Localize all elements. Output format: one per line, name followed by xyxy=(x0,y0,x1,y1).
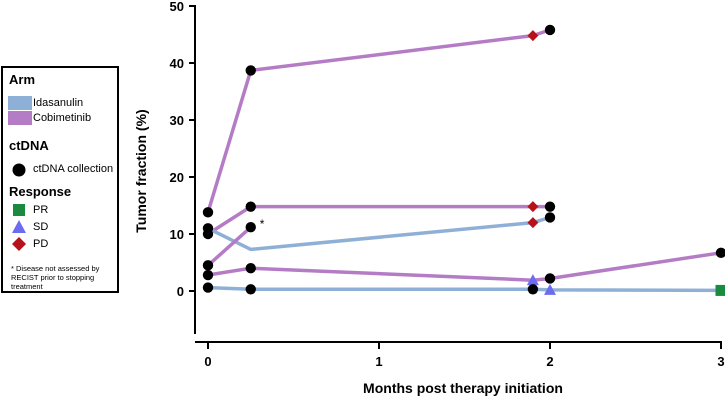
ctdna-collection-point xyxy=(245,201,256,212)
ctdna-collection-point xyxy=(245,221,256,233)
x-tick-label: 3 xyxy=(717,354,724,369)
y-axis-title: Tumor fraction (%) xyxy=(133,109,149,232)
legend-cobimetinib-label: Cobimetinib xyxy=(33,112,92,124)
sd-response-marker xyxy=(526,274,539,286)
ctdna-collection-point xyxy=(544,24,556,36)
asterisk-annotation: * xyxy=(260,217,265,231)
y-tick-label: 20 xyxy=(170,170,184,185)
ctdna-collection-point xyxy=(544,273,556,284)
cobimetinib-swatch xyxy=(8,111,32,125)
ctdna-collection-point xyxy=(245,263,256,274)
ctdna-collection-point xyxy=(245,65,256,76)
legend: Arm Idasanulin Cobimetinib ctDNA ctDNA c… xyxy=(1,66,119,293)
pd-response-marker xyxy=(527,217,539,229)
legend-response-heading: Response xyxy=(9,184,72,199)
y-tick-label: 50 xyxy=(170,0,184,14)
legend-pr-label: PR xyxy=(33,204,49,216)
legend-sd-label: SD xyxy=(33,221,49,233)
sd-triangle-icon xyxy=(12,220,26,233)
series-line-5 xyxy=(206,251,723,282)
idasanulin-swatch xyxy=(8,96,32,110)
legend-arm-heading: Arm xyxy=(9,72,36,87)
sd-response-marker xyxy=(544,283,556,295)
ctdna-collection-point xyxy=(544,201,556,212)
series-line-1 xyxy=(206,28,552,215)
ctdna-collection-point xyxy=(202,260,214,271)
series-line-6 xyxy=(206,285,723,293)
y-tick-label: 10 xyxy=(170,227,184,242)
legend-ctdna-label: ctDNA collection xyxy=(33,163,114,175)
pd-diamond-icon xyxy=(12,237,26,251)
ctdna-collection-point xyxy=(202,207,214,218)
legend-pd-label: PD xyxy=(33,238,49,250)
x-tick-label: 2 xyxy=(546,354,553,369)
pr-response-marker xyxy=(715,284,725,296)
legend-footnote: * Disease not assessed by RECIST prior t… xyxy=(11,264,100,291)
y-tick-label: 40 xyxy=(170,56,184,71)
ctdna-collection-point xyxy=(202,223,214,234)
x-tick-label: 0 xyxy=(204,354,211,369)
legend-idasanulin-label: Idasanulin xyxy=(33,97,84,109)
y-tick-label: 30 xyxy=(170,113,184,128)
ctdna-collection-point xyxy=(715,247,725,259)
pd-response-marker xyxy=(527,30,539,42)
ctdna-dot-icon xyxy=(12,163,26,177)
x-tick-label: 1 xyxy=(375,354,382,369)
x-axis-title: Months post therapy initiation xyxy=(363,380,563,396)
ctdna-collection-point xyxy=(544,212,556,223)
ctdna-collection-point xyxy=(527,284,539,295)
series-line-3 xyxy=(206,215,552,252)
ctdna-collection-point xyxy=(202,282,214,293)
ctdna-collection-point xyxy=(202,269,214,281)
pd-response-marker xyxy=(527,201,539,213)
ctdna-collection-point xyxy=(245,284,256,295)
series-line-4 xyxy=(206,225,253,268)
pr-square-icon xyxy=(13,204,25,216)
legend-ctdna-heading: ctDNA xyxy=(9,138,49,153)
y-tick-label: 0 xyxy=(177,284,184,299)
series-line-2 xyxy=(206,204,552,236)
